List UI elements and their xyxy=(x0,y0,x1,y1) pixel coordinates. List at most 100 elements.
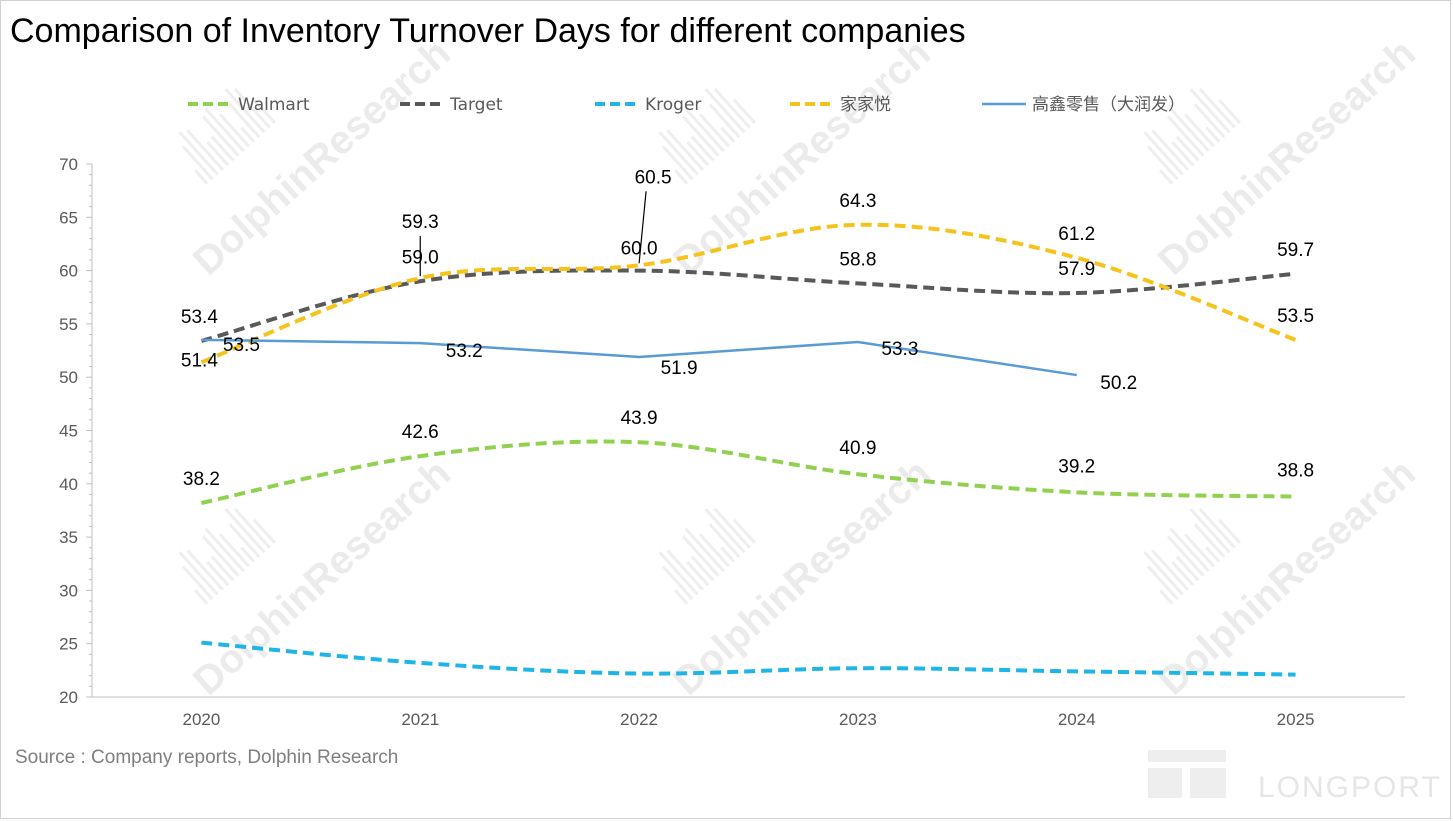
watermark-bar xyxy=(1193,103,1226,138)
watermark-bar xyxy=(674,589,689,605)
series-layer xyxy=(200,222,1297,677)
data-label-series-3: 61.2 xyxy=(1058,224,1095,245)
watermark-bar xyxy=(698,113,730,148)
y-tick-label: 20 xyxy=(59,688,78,707)
watermark-bar xyxy=(218,113,250,148)
data-label-target: 58.8 xyxy=(839,249,876,270)
watermark-bar xyxy=(686,561,710,587)
legend-label: Walmart xyxy=(238,95,310,115)
legend: Walmart Target Kroger 家家悦 高鑫零售（大润发） xyxy=(188,95,1185,115)
watermark-bar xyxy=(1175,135,1200,162)
watermark-bar xyxy=(1146,565,1179,601)
watermark-bar xyxy=(684,527,725,573)
watermark-bar xyxy=(1169,107,1210,153)
watermark-text: DolphinResearch xyxy=(1150,451,1424,704)
watermark-bar xyxy=(661,565,694,601)
watermark-bar xyxy=(658,131,699,176)
watermark-bar xyxy=(218,533,250,568)
data-label-walmart: 42.6 xyxy=(402,422,439,443)
watermark-bar xyxy=(698,533,730,568)
watermark-bar xyxy=(240,126,256,143)
x-tick-label: 2022 xyxy=(620,710,658,729)
watermark-bar xyxy=(1198,87,1236,129)
watermark: DolphinResearch xyxy=(1143,451,1424,704)
watermark-bar xyxy=(201,535,240,577)
source-note: Source : Company reports, Dolphin Resear… xyxy=(15,747,399,768)
y-tick-label: 25 xyxy=(59,635,78,654)
watermark-bar xyxy=(666,549,704,591)
watermark: DolphinResearch xyxy=(658,451,939,704)
data-label-target: 59.0 xyxy=(402,247,439,268)
watermark-bar xyxy=(178,551,219,596)
watermark-bar xyxy=(1175,555,1200,582)
watermark-bar xyxy=(1183,533,1215,568)
watermark: DolphinResearch xyxy=(1143,31,1424,284)
watermark-bar xyxy=(704,508,746,554)
watermark-bar xyxy=(704,88,746,134)
data-label-series-3: 60.5 xyxy=(635,167,672,188)
watermark-bar xyxy=(233,507,271,549)
data-label-series-4: 51.9 xyxy=(661,358,698,379)
watermark-bar xyxy=(666,129,704,171)
watermark-bar xyxy=(210,135,235,162)
watermark-bar xyxy=(1205,546,1221,563)
data-label-series-4: 50.2 xyxy=(1100,373,1137,394)
watermark-text: DolphinResearch xyxy=(185,451,459,704)
watermark-bar xyxy=(186,129,224,171)
watermark-layer: DolphinResearch DolphinResearch DolphinRes… xyxy=(178,31,1424,704)
watermark-bar xyxy=(1166,535,1205,577)
watermark-bar xyxy=(1151,549,1189,591)
watermark-bar xyxy=(720,546,736,563)
data-label-walmart: 38.2 xyxy=(183,469,220,490)
data-label-target: 53.4 xyxy=(181,307,218,328)
legend-item-target: Target xyxy=(400,95,503,115)
watermark-bar xyxy=(1166,115,1205,157)
x-tick-label: 2023 xyxy=(839,710,877,729)
watermark-bar xyxy=(201,115,240,157)
chart-title: Comparison of Inventory Turnover Days fo… xyxy=(10,12,966,50)
longport-logo: LONGPORT xyxy=(1148,750,1442,804)
watermark-bar xyxy=(194,589,209,605)
legend-label: Kroger xyxy=(645,95,701,115)
watermark-bar xyxy=(1171,141,1195,167)
watermark-bar xyxy=(1159,589,1174,605)
watermark-bar xyxy=(1143,131,1184,176)
y-tick-label: 55 xyxy=(59,315,78,334)
watermark-bar xyxy=(733,98,756,124)
watermark-bar xyxy=(686,141,710,167)
watermark-bar xyxy=(210,555,235,582)
data-label-series-4: 53.5 xyxy=(223,335,260,356)
watermark-bar xyxy=(224,88,266,134)
data-label-series-3: 51.4 xyxy=(181,350,218,371)
watermark-bar xyxy=(1171,561,1195,587)
watermark-bar xyxy=(240,546,256,563)
x-tick-label: 2025 xyxy=(1277,710,1315,729)
data-label-series-3: 59.3 xyxy=(402,212,439,233)
legend-item-series-4: 高鑫零售（大润发） xyxy=(982,95,1185,115)
watermark-bar xyxy=(1189,508,1231,554)
watermark-bar xyxy=(178,131,219,176)
data-label-target: 60.0 xyxy=(621,239,658,260)
watermark-bar xyxy=(1189,88,1231,134)
data-label-target: 59.7 xyxy=(1277,240,1314,261)
leader-lines xyxy=(419,191,647,277)
watermark-bar xyxy=(186,549,224,591)
x-tick-label: 2021 xyxy=(401,710,439,729)
data-label-walmart: 40.9 xyxy=(839,438,876,459)
watermark-bar xyxy=(206,141,230,167)
watermark-bar xyxy=(1183,113,1215,148)
watermark-bar xyxy=(1159,169,1174,185)
watermark-bar xyxy=(1218,518,1241,544)
watermark-bar xyxy=(684,107,725,153)
data-label-series-3: 53.5 xyxy=(1277,306,1314,327)
watermark-text: DolphinResearch xyxy=(665,31,939,284)
data-label-walmart: 43.9 xyxy=(621,408,658,429)
logo-text: LONGPORT xyxy=(1258,771,1442,804)
y-tick-label: 45 xyxy=(59,422,78,441)
series-line-series-3 xyxy=(200,222,1297,365)
data-label-target: 57.9 xyxy=(1058,259,1095,280)
y-tick-label: 40 xyxy=(59,475,78,494)
watermark-bar xyxy=(224,508,266,554)
watermark-bar xyxy=(253,98,276,124)
